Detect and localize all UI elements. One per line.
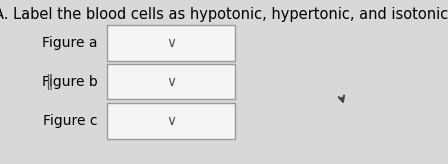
- Text: Figure c: Figure c: [43, 114, 97, 128]
- Text: Figure a: Figure a: [42, 36, 97, 50]
- Text: ∨: ∨: [166, 114, 177, 128]
- FancyBboxPatch shape: [108, 64, 235, 99]
- FancyBboxPatch shape: [108, 25, 235, 61]
- Text: ∨: ∨: [166, 75, 177, 89]
- Text: ‖: ‖: [45, 74, 52, 90]
- FancyBboxPatch shape: [108, 103, 235, 139]
- Text: A. Label the blood cells as hypotonic, hypertonic, and isotonic.: A. Label the blood cells as hypotonic, h…: [0, 7, 448, 21]
- Text: Figure b: Figure b: [42, 75, 97, 89]
- Text: ∨: ∨: [166, 36, 177, 50]
